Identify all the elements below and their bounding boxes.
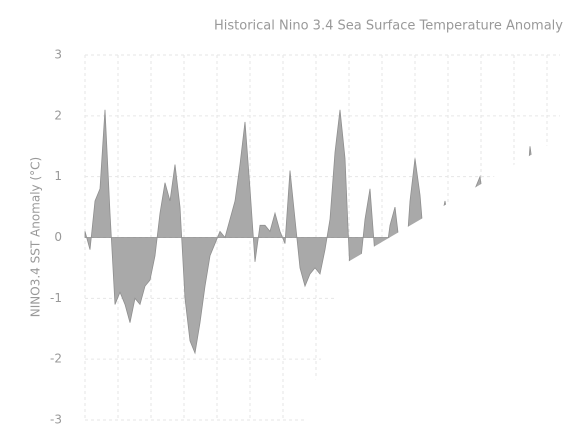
y-tick-label: 3 — [54, 48, 62, 62]
y-axis-label: NINO3.4 SST Anomaly (°C) — [29, 157, 43, 317]
y-tick-label: -3 — [50, 413, 62, 427]
y-tick-label: 1 — [54, 169, 62, 183]
y-tick-label: -2 — [50, 352, 62, 366]
y-tick-label: 0 — [54, 230, 62, 244]
y-tick-label: -1 — [50, 291, 62, 305]
overlay — [300, 128, 577, 440]
chart-title: Historical Nino 3.4 Sea Surface Temperat… — [214, 19, 563, 34]
y-tick-label: 2 — [54, 108, 62, 122]
